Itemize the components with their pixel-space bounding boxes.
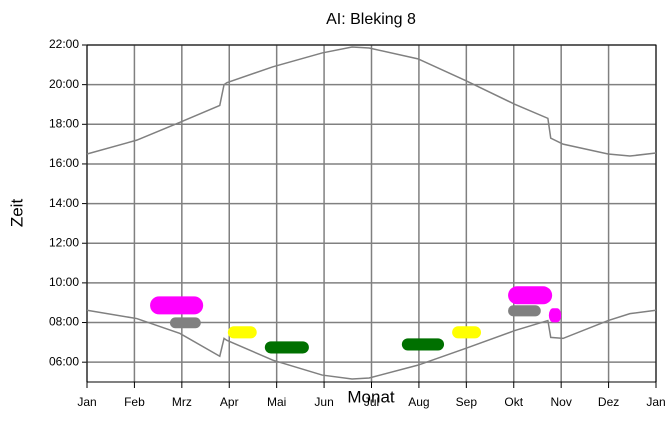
x-tick-label: Dez <box>598 395 619 409</box>
event <box>452 326 482 339</box>
x-tick-label: Nov <box>550 395 571 409</box>
y-tick-label: 20:00 <box>49 77 79 91</box>
x-tick-label: Jan <box>77 395 96 409</box>
chart-title: AI: Bleking 8 <box>326 11 416 28</box>
y-tick-label: 10:00 <box>49 275 79 289</box>
event <box>150 296 204 315</box>
y-tick-label: 22:00 <box>49 37 79 51</box>
y-tick-label: 18:00 <box>49 116 79 130</box>
event <box>508 286 553 305</box>
x-tick-label: Okt <box>504 395 523 409</box>
y-tick-label: 14:00 <box>49 196 79 210</box>
y-tick-label: 06:00 <box>49 354 79 368</box>
line <box>86 309 657 380</box>
x-tick-label: Apr <box>220 395 239 409</box>
y-tick-label: 12:00 <box>49 235 79 249</box>
event <box>508 305 541 317</box>
x-tick-label: Aug <box>408 395 429 409</box>
x-tick-label: Mrz <box>172 395 192 409</box>
event <box>227 326 257 339</box>
event <box>169 317 201 329</box>
event <box>548 308 562 323</box>
x-tick-label: Jan <box>646 395 665 409</box>
y-tick-label: 08:00 <box>49 315 79 329</box>
event <box>401 338 445 351</box>
y-tick-label: 16:00 <box>49 156 79 170</box>
x-axis-label: Monat <box>347 387 395 406</box>
x-tick-label: Sep <box>456 395 478 409</box>
y-axis-label: Zeit <box>7 199 26 228</box>
line <box>86 46 657 157</box>
x-tick-label: Mai <box>267 395 286 409</box>
x-tick-label: Feb <box>124 395 145 409</box>
x-tick-label: Jun <box>314 395 333 409</box>
x-tick-label: Jul <box>364 395 379 409</box>
event <box>264 341 309 354</box>
plot-frame <box>86 44 657 383</box>
